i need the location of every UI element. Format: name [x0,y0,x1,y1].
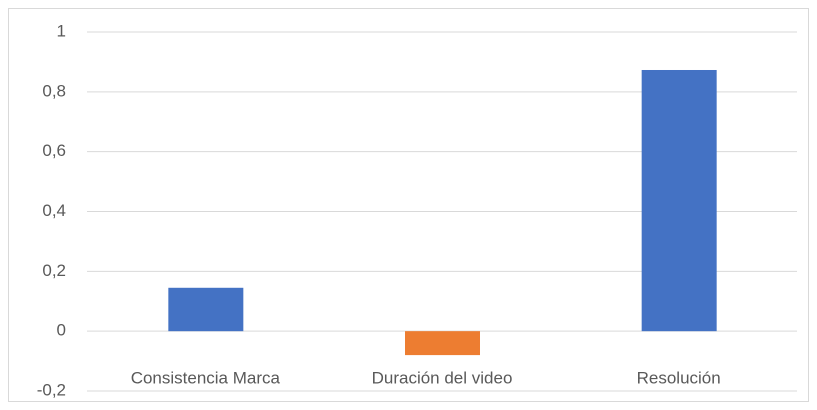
x-tick-label: Consistencia Marca [131,368,281,387]
y-tick-label: 0,8 [42,81,66,100]
y-tick-label: 0 [57,321,66,340]
x-tick-label: Duración del video [372,368,513,387]
bar [405,331,480,356]
y-tick-label: 0,4 [42,201,66,220]
bar [168,287,244,332]
bar [641,69,717,332]
y-tick-label: 1 [57,21,66,40]
y-tick-label: -0,2 [37,380,66,399]
x-tick-label: Resolución [637,368,721,387]
y-tick-label: 0,2 [42,261,66,280]
y-tick-label: 0,6 [42,141,66,160]
